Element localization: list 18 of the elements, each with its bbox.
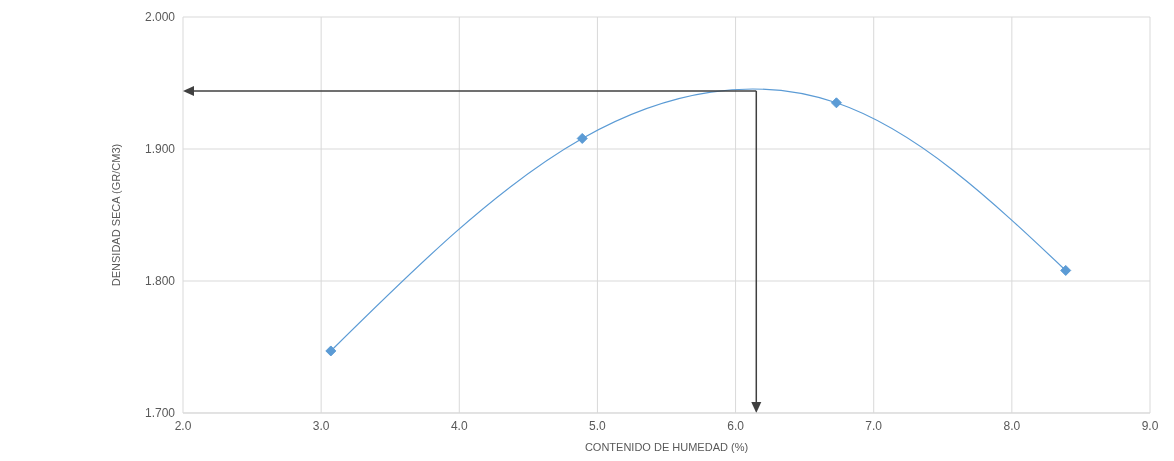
point (830, 97, 842, 109)
x-tick-label: 9.0 (1141, 418, 1159, 433)
x-tick-label: 2.0 (174, 418, 192, 433)
y-tick-label: 1.900 (144, 142, 176, 157)
y-axis-title: DENSIDAD SECA (GR/CM3) (109, 143, 122, 287)
point (325, 345, 337, 357)
point (1060, 264, 1072, 276)
y-tick-label: 2.000 (144, 10, 176, 25)
x-tick-label: 3.0 (312, 418, 330, 433)
y-tick-label: 1.700 (144, 406, 176, 421)
x-axis-title: CONTENIDO DE HUMEDAD (%) (584, 441, 749, 453)
x-tick-label: 6.0 (727, 418, 745, 433)
x-tick-label: 5.0 (589, 418, 607, 433)
x-tick-label: 8.0 (1003, 418, 1021, 433)
x-tick-label: 4.0 (450, 418, 468, 433)
y-tick-label: 1.800 (144, 274, 176, 289)
x-tick-label: 7.0 (865, 418, 883, 433)
point (576, 132, 588, 144)
